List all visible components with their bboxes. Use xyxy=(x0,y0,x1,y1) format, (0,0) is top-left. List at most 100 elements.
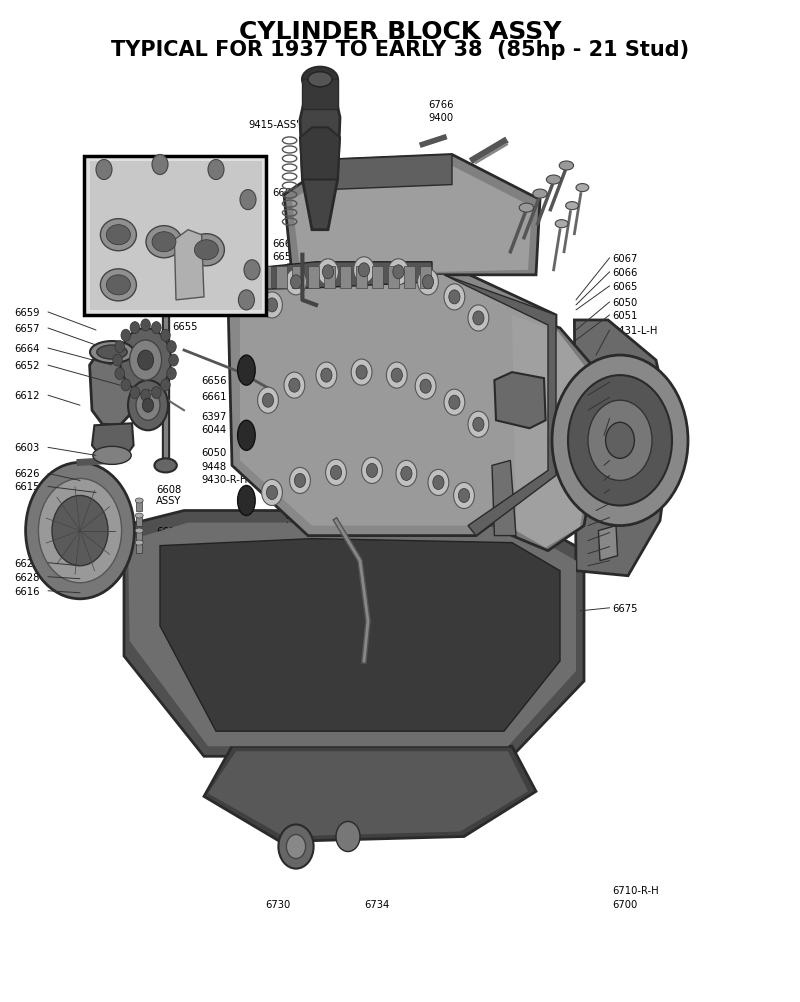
Ellipse shape xyxy=(519,203,534,212)
Ellipse shape xyxy=(154,459,177,473)
Bar xyxy=(136,501,142,511)
Text: 6065: 6065 xyxy=(612,282,638,292)
Text: 9430-R-H: 9430-R-H xyxy=(202,475,248,485)
Text: 6615: 6615 xyxy=(14,482,40,492)
Circle shape xyxy=(120,329,171,393)
Circle shape xyxy=(166,368,176,380)
Circle shape xyxy=(262,293,282,319)
Text: 6067: 6067 xyxy=(612,254,638,264)
Polygon shape xyxy=(208,752,528,837)
Circle shape xyxy=(113,355,122,367)
Ellipse shape xyxy=(555,220,568,228)
Polygon shape xyxy=(92,424,134,456)
Polygon shape xyxy=(292,165,532,273)
Circle shape xyxy=(468,412,489,438)
Text: 6675: 6675 xyxy=(612,603,638,613)
Ellipse shape xyxy=(101,270,136,302)
Bar xyxy=(404,267,415,289)
Ellipse shape xyxy=(97,346,127,360)
Circle shape xyxy=(26,463,134,599)
Text: 6603: 6603 xyxy=(14,443,40,453)
Circle shape xyxy=(321,369,332,383)
Ellipse shape xyxy=(135,529,143,533)
Bar xyxy=(292,267,303,289)
Circle shape xyxy=(141,390,150,402)
Polygon shape xyxy=(300,75,340,230)
Ellipse shape xyxy=(135,541,143,545)
Polygon shape xyxy=(492,461,516,536)
Circle shape xyxy=(316,363,337,389)
Circle shape xyxy=(362,458,382,484)
Text: 6663: 6663 xyxy=(272,238,298,248)
Polygon shape xyxy=(128,523,576,746)
Text: 6761: 6761 xyxy=(424,502,450,512)
Ellipse shape xyxy=(194,240,218,261)
Circle shape xyxy=(428,470,449,496)
Circle shape xyxy=(128,381,168,431)
Circle shape xyxy=(326,460,346,486)
Text: 6038: 6038 xyxy=(612,528,637,538)
Text: 6610: 6610 xyxy=(156,526,182,536)
Circle shape xyxy=(396,461,417,487)
Text: 6050: 6050 xyxy=(202,448,227,458)
Bar xyxy=(276,267,287,289)
Text: 6734: 6734 xyxy=(364,899,390,909)
Polygon shape xyxy=(444,276,556,536)
Circle shape xyxy=(354,258,374,284)
Circle shape xyxy=(449,291,460,305)
Circle shape xyxy=(166,342,176,354)
Circle shape xyxy=(330,466,342,480)
Circle shape xyxy=(294,474,306,488)
Text: 9431-L-H: 9431-L-H xyxy=(612,326,658,336)
Circle shape xyxy=(142,399,154,413)
Ellipse shape xyxy=(135,513,143,519)
Text: 6025: 6025 xyxy=(332,276,358,286)
Circle shape xyxy=(358,264,370,278)
Polygon shape xyxy=(328,155,452,190)
Text: 6659: 6659 xyxy=(14,308,40,318)
Polygon shape xyxy=(160,539,560,731)
Text: 6066: 6066 xyxy=(612,268,638,278)
Polygon shape xyxy=(240,276,548,526)
Text: 6700: 6700 xyxy=(612,456,638,466)
Circle shape xyxy=(286,270,306,296)
Circle shape xyxy=(391,369,402,383)
Text: 6654: 6654 xyxy=(272,252,298,262)
Circle shape xyxy=(606,423,634,459)
Text: 8501-R-H: 8501-R-H xyxy=(612,485,658,495)
Text: 6044: 6044 xyxy=(202,425,226,435)
Text: 6608
ASSY: 6608 ASSY xyxy=(156,484,182,506)
Circle shape xyxy=(468,306,489,332)
Circle shape xyxy=(121,380,130,392)
Ellipse shape xyxy=(189,234,224,267)
Ellipse shape xyxy=(576,184,589,192)
Ellipse shape xyxy=(152,232,176,253)
Circle shape xyxy=(278,825,314,869)
Text: 9415-ASS'Y: 9415-ASS'Y xyxy=(248,120,305,130)
Text: 6612: 6612 xyxy=(156,540,182,550)
Circle shape xyxy=(418,270,438,296)
Text: 6730: 6730 xyxy=(266,899,291,909)
Circle shape xyxy=(386,363,407,389)
Ellipse shape xyxy=(559,161,574,170)
Polygon shape xyxy=(598,526,618,561)
Circle shape xyxy=(240,190,256,210)
Ellipse shape xyxy=(238,421,255,451)
Circle shape xyxy=(420,380,431,394)
Circle shape xyxy=(262,480,282,506)
Ellipse shape xyxy=(146,226,182,259)
Polygon shape xyxy=(300,128,340,180)
Text: 9448: 9448 xyxy=(612,378,637,388)
Text: 6612: 6612 xyxy=(14,391,40,401)
Text: TYPICAL FOR 1937 TO EARLY 38  (85hp - 21 Stud): TYPICAL FOR 1937 TO EARLY 38 (85hp - 21 … xyxy=(111,40,689,60)
Circle shape xyxy=(473,418,484,432)
Circle shape xyxy=(290,276,302,290)
Text: 8502-L-H: 8502-L-H xyxy=(612,471,658,481)
Polygon shape xyxy=(512,316,594,548)
Ellipse shape xyxy=(90,342,134,364)
Circle shape xyxy=(322,266,334,280)
Circle shape xyxy=(138,351,154,371)
Circle shape xyxy=(151,387,161,399)
Circle shape xyxy=(444,390,465,416)
Bar xyxy=(388,267,399,289)
